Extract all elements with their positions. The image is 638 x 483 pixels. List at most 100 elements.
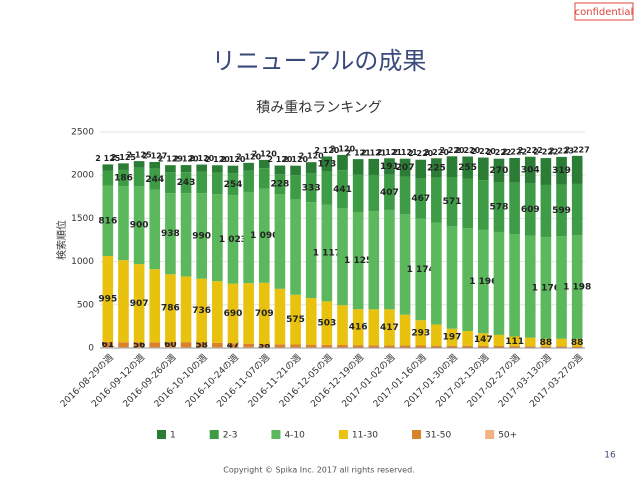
data-label: 333 bbox=[302, 183, 321, 193]
bar-segment bbox=[415, 160, 426, 179]
bar-segment bbox=[494, 232, 505, 335]
bar-segment bbox=[368, 345, 379, 347]
y-tick-label: 2500 bbox=[71, 128, 94, 138]
data-label: 578 bbox=[490, 202, 509, 212]
data-label: 1 174 bbox=[407, 265, 435, 275]
data-label: 736 bbox=[192, 306, 211, 316]
copyright: Copyright © Spika Inc. 2017 all rights r… bbox=[223, 466, 414, 475]
legend-label: 50+ bbox=[498, 431, 517, 441]
bar-segment bbox=[103, 164, 114, 170]
bar-segment bbox=[212, 343, 223, 347]
data-label: 609 bbox=[521, 205, 540, 215]
data-label: 407 bbox=[380, 188, 399, 198]
y-tick-label: 500 bbox=[77, 300, 94, 310]
legend-swatch bbox=[485, 430, 494, 439]
x-tick-label: 2017-01-16の週 bbox=[371, 352, 428, 409]
x-tick-label: 2016-08-29の週 bbox=[58, 352, 115, 409]
bar-segment bbox=[478, 158, 489, 181]
bar-segment bbox=[525, 338, 536, 347]
bar-segment bbox=[259, 168, 270, 188]
data-label: 243 bbox=[177, 178, 196, 188]
x-tick-label: 2016-12-19の週 bbox=[309, 352, 366, 409]
data-label: 575 bbox=[286, 315, 305, 325]
data-label: 1 176 bbox=[532, 283, 560, 293]
x-tick-label: 2016-12-05の週 bbox=[277, 352, 334, 409]
bar-segment bbox=[134, 161, 145, 168]
bar-segment bbox=[368, 175, 379, 211]
data-label: 1 196 bbox=[469, 277, 497, 287]
bar-segment bbox=[306, 345, 317, 348]
bar-segment bbox=[494, 335, 505, 346]
bar-segment bbox=[118, 342, 129, 347]
bar-segment bbox=[415, 345, 426, 347]
bar-segment bbox=[509, 234, 520, 336]
bar-segment bbox=[478, 180, 489, 230]
legend-swatch bbox=[157, 430, 166, 439]
legend-label: 2-3 bbox=[223, 431, 238, 441]
bar-segment bbox=[400, 177, 411, 215]
bar-segment bbox=[572, 156, 583, 184]
bar-segment bbox=[353, 159, 364, 175]
bar-segment bbox=[275, 344, 286, 347]
data-label: 111 bbox=[505, 337, 524, 347]
bar-segment bbox=[181, 276, 192, 342]
data-label: 207 bbox=[396, 163, 415, 173]
bar-segment bbox=[243, 344, 254, 348]
data-label: 1 117 bbox=[313, 249, 341, 259]
legend-swatch bbox=[339, 430, 348, 439]
bar-segment bbox=[447, 226, 458, 328]
data-label: 173 bbox=[317, 159, 336, 169]
x-tick-label: 2016-11-07の週 bbox=[215, 352, 272, 409]
legend-swatch bbox=[412, 430, 421, 439]
data-label: 147 bbox=[474, 335, 493, 345]
bar-segment bbox=[572, 184, 583, 235]
legend-label: 31-50 bbox=[425, 431, 451, 441]
legend-label: 4-10 bbox=[284, 431, 305, 441]
bar-segment bbox=[541, 158, 552, 185]
y-axis-label: 検索順位 bbox=[55, 220, 68, 260]
data-label: 244 bbox=[145, 175, 164, 185]
legend-label: 1 bbox=[170, 431, 176, 441]
data-label: 690 bbox=[224, 309, 243, 319]
bar-segment bbox=[525, 346, 536, 347]
bar-segment bbox=[556, 339, 567, 347]
bar-segment bbox=[306, 162, 317, 173]
bar-segment bbox=[337, 345, 348, 347]
bar-segment bbox=[400, 315, 411, 346]
x-tick-label: 2017-03-13の週 bbox=[496, 352, 553, 409]
x-tick-label: 2016-10-24の週 bbox=[183, 352, 240, 409]
bar-segment bbox=[134, 168, 145, 187]
bar-segment bbox=[243, 283, 254, 343]
bar-segment bbox=[181, 342, 192, 347]
data-label: 197 bbox=[443, 333, 462, 343]
bar-segment bbox=[322, 171, 333, 204]
x-tick-label: 2017-02-13の週 bbox=[434, 352, 491, 409]
bar-segment bbox=[462, 346, 473, 348]
bar-segment bbox=[212, 165, 223, 172]
bar-segment bbox=[118, 260, 129, 342]
data-label: 1 125 bbox=[344, 256, 372, 266]
chart-title: 積み重ねランキング bbox=[256, 100, 382, 116]
bar-segment bbox=[103, 171, 114, 186]
bar-segment bbox=[431, 324, 442, 345]
data-label: 995 bbox=[98, 295, 117, 305]
data-label: 786 bbox=[161, 304, 180, 314]
data-label: 1 023 bbox=[219, 235, 247, 245]
data-label: 88 bbox=[540, 338, 553, 348]
data-label: 186 bbox=[114, 173, 133, 183]
x-tick-label: 2016-11-21の週 bbox=[246, 352, 303, 409]
bar-segment bbox=[400, 345, 411, 347]
bar-segment bbox=[212, 281, 223, 343]
data-label: 304 bbox=[521, 165, 540, 175]
bar-segment bbox=[509, 158, 520, 183]
bar-segment bbox=[165, 172, 176, 193]
x-tick-label: 2017-01-02の週 bbox=[340, 352, 397, 409]
data-label: 907 bbox=[130, 299, 149, 309]
data-label: 938 bbox=[161, 229, 180, 239]
data-label: 816 bbox=[98, 216, 117, 226]
bar-segment bbox=[228, 166, 239, 174]
bar-segment bbox=[290, 199, 301, 294]
y-tick-label: 1500 bbox=[71, 214, 94, 224]
data-label: 225 bbox=[427, 163, 446, 173]
